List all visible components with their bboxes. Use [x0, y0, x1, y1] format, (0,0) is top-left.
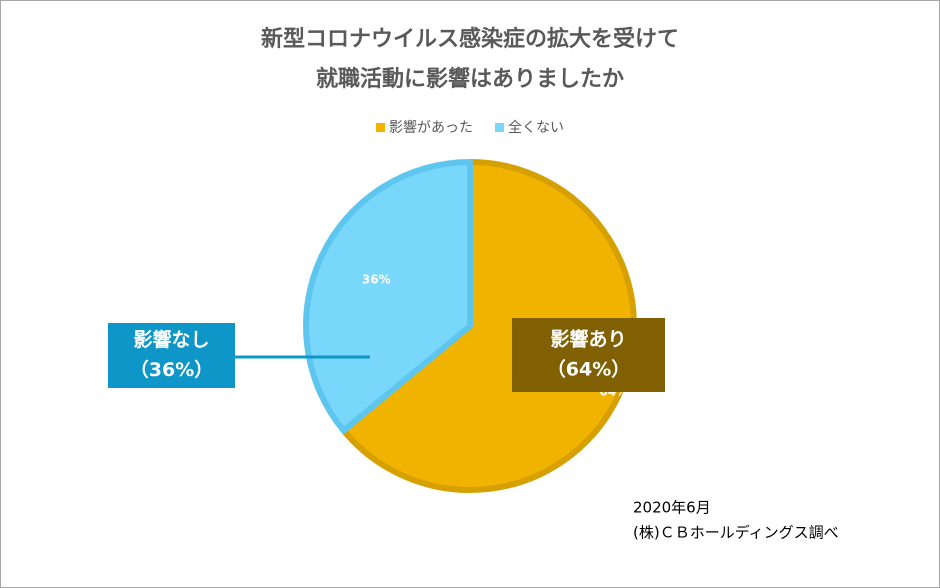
legend-item: 影響があった: [376, 119, 473, 136]
legend-label: 全くない: [508, 119, 564, 136]
chart-title: 新型コロナウイルス感染症の拡大を受けて: [261, 26, 679, 52]
source-note: 2020年6月: [633, 499, 711, 517]
callout-box: [108, 323, 235, 388]
chart-title: 就職活動に影響はありましたか: [316, 66, 624, 92]
legend-label: 影響があった: [389, 119, 473, 136]
legend: 影響があった 全くない: [376, 119, 564, 136]
legend-item: 全くない: [495, 119, 564, 136]
data-label: 36%: [362, 273, 391, 287]
legend-swatch: [376, 123, 385, 132]
callout-text: 影響あり: [550, 328, 626, 351]
callout-text: 影響なし: [133, 328, 209, 351]
legend-swatch: [495, 123, 504, 132]
callout-box: [512, 318, 665, 392]
source-note: (株)ＣＢホールディングス調べ: [633, 524, 839, 542]
pie-slice: [303, 159, 473, 434]
pie: 64%36%: [303, 159, 637, 493]
callout-text: （36%）: [130, 358, 213, 381]
callout-text: （64%）: [547, 358, 630, 381]
pie-slice: [340, 159, 637, 493]
annotations: 影響なし （36%） 影響あり （64%）: [108, 318, 665, 392]
